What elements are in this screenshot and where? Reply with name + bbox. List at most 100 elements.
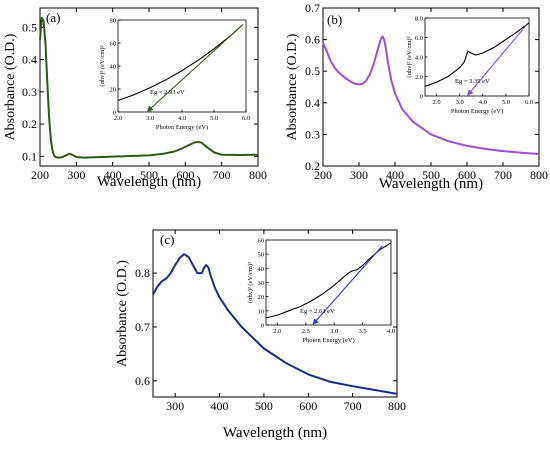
x-tick-label: 500 bbox=[422, 168, 440, 182]
inset-x-tick-label: 3.0 bbox=[456, 99, 464, 106]
inset-x-tick-label: 2.0 bbox=[114, 115, 122, 122]
x-axis-label: Wavelength (nm) bbox=[223, 425, 327, 441]
inset-y-axis-label: (αhν)² (eV/cm)² bbox=[99, 45, 106, 86]
x-tick-label: 700 bbox=[344, 399, 362, 413]
x-tick-label: 300 bbox=[350, 168, 368, 182]
inset-y-tick-label: 2.0 bbox=[415, 74, 423, 81]
x-tick-label: 800 bbox=[388, 399, 406, 413]
inset-x-axis-label: Photon Energy (eV) bbox=[156, 124, 208, 131]
x-tick-label: 800 bbox=[249, 168, 267, 182]
inset-linear-fit-arrow bbox=[467, 24, 528, 96]
chart-panel-b: 200 300 400 500 600 700 800 0.2 0.3 0.4 0.5 0.6 0.7 W… bbox=[285, 1, 548, 192]
x-tick-label: 700 bbox=[494, 168, 512, 182]
chart-panel-a: 200 300 400 500 600 700 8000.10.20.30.40.5Wave… bbox=[3, 7, 267, 190]
y-tick-label: 0.5 bbox=[305, 64, 320, 78]
inset-y-tick-label: 10 bbox=[258, 308, 265, 315]
inset-y-tick-label: 8.0 bbox=[415, 16, 423, 23]
bandgap-annotation: Eg = 2.63 eV bbox=[300, 308, 335, 315]
inset-y-tick-label: 80 bbox=[110, 18, 117, 25]
x-tick-label: 200 bbox=[314, 168, 332, 182]
inset-y-tick-label: 4.0 bbox=[415, 55, 423, 62]
y-tick-label: 0.4 bbox=[305, 96, 320, 110]
inset-y-tick-label: 20 bbox=[110, 87, 117, 94]
panel-label: (b) bbox=[327, 12, 342, 27]
inset-x-tick-label: 3.5 bbox=[359, 328, 367, 335]
y-tick-label: 0.6 bbox=[135, 374, 150, 388]
y-axis-label: Absorbance (O.D.) bbox=[285, 33, 300, 140]
series-line bbox=[322, 35, 540, 155]
y-tick-label: 0.3 bbox=[22, 85, 37, 99]
inset-y-tick-label: 30 bbox=[258, 280, 265, 287]
inset-x-tick-label: 4.0 bbox=[178, 115, 186, 122]
inset-x-tick-label: 2.0 bbox=[273, 328, 281, 335]
inset-linear-fit-arrow bbox=[312, 245, 383, 325]
y-tick-label: 0.5 bbox=[22, 20, 37, 34]
inset-x-tick-label: 6.0 bbox=[242, 115, 250, 122]
x-tick-label: 300 bbox=[166, 399, 184, 413]
inset-x-tick-label: 6.0 bbox=[525, 99, 533, 106]
inset-x-axis-label: Photon Energy (eV) bbox=[451, 108, 503, 115]
inset-y-tick-label: 60 bbox=[110, 41, 117, 48]
inset-x-tick-label: 4.0 bbox=[479, 99, 487, 106]
bandgap-annotation: Eg = 3.35 eV bbox=[455, 78, 490, 85]
series-line bbox=[39, 16, 259, 159]
panel-label: (a) bbox=[46, 10, 60, 25]
inset-x-tick-label: 4.0 bbox=[387, 328, 395, 335]
y-tick-label: 0.7 bbox=[305, 1, 320, 15]
inset-y-axis-label: (αhν)² (eV/cm)² bbox=[247, 262, 254, 303]
inset-frame bbox=[265, 239, 392, 326]
y-tick-label: 0.1 bbox=[22, 149, 37, 163]
x-axis-label: Wavelength (nm) bbox=[379, 176, 483, 192]
x-tick-label: 600 bbox=[299, 399, 317, 413]
plot-frame bbox=[152, 229, 398, 398]
inset-frame bbox=[424, 17, 530, 97]
inset-y-tick-label: 0 bbox=[420, 94, 423, 101]
x-tick-label: 400 bbox=[211, 399, 229, 413]
x-tick-label: 400 bbox=[386, 168, 404, 182]
inset-x-axis-label: Photon Energy (eV) bbox=[302, 337, 354, 344]
x-tick-label: 600 bbox=[458, 168, 476, 182]
y-tick-label: 0.3 bbox=[305, 127, 320, 141]
y-tick-label: 0.8 bbox=[135, 266, 150, 280]
inset-x-tick-label: 5.0 bbox=[210, 115, 218, 122]
y-tick-label: 0.4 bbox=[22, 53, 37, 67]
inset-x-tick-label: 2.0 bbox=[432, 99, 440, 106]
y-axis-label: Absorbance (O.D.) bbox=[3, 33, 18, 140]
bandgap-annotation: Eg = 2.93 eV bbox=[150, 89, 185, 96]
inset-y-tick-label: 0 bbox=[113, 110, 116, 117]
inset-linear-fit-arrow bbox=[147, 24, 244, 112]
x-tick-label: 800 bbox=[530, 168, 548, 182]
inset-x-tick-label: 3.0 bbox=[146, 115, 154, 122]
x-tick-label: 600 bbox=[176, 168, 194, 182]
y-tick-label: 0.2 bbox=[22, 117, 37, 131]
inset-y-tick-label: 20 bbox=[258, 294, 265, 301]
y-axis-label: Absorbance (O.D.) bbox=[115, 260, 130, 367]
x-axis-label: Wavelength (nm) bbox=[97, 174, 201, 190]
inset-tauc-curve bbox=[424, 22, 530, 87]
x-tick-label: 400 bbox=[104, 168, 122, 182]
series-line bbox=[152, 253, 398, 395]
inset-y-tick-label: 40 bbox=[110, 64, 117, 71]
x-tick-label: 500 bbox=[140, 168, 158, 182]
inset-frame bbox=[117, 19, 247, 113]
y-tick-label: 0.7 bbox=[135, 320, 150, 334]
panel-label: (c) bbox=[160, 232, 174, 247]
inset-x-tick-label: 2.5 bbox=[302, 328, 310, 335]
inset-tauc-curve bbox=[265, 242, 392, 319]
x-tick-label: 300 bbox=[67, 168, 85, 182]
inset-y-tick-label: 60 bbox=[258, 238, 265, 245]
x-tick-label: 500 bbox=[255, 399, 273, 413]
x-tick-label: 200 bbox=[31, 168, 49, 182]
inset-y-tick-label: 50 bbox=[258, 252, 265, 259]
x-tick-label: 700 bbox=[213, 168, 231, 182]
y-tick-label: 0.6 bbox=[305, 33, 320, 47]
inset-y-tick-label: 0 bbox=[261, 323, 264, 330]
y-tick-label: 0.2 bbox=[305, 159, 320, 173]
inset-y-axis-label: (αhν)² (eV/cm)² bbox=[406, 36, 413, 77]
inset-x-tick-label: 3.0 bbox=[330, 328, 338, 335]
inset-y-tick-label: 6.0 bbox=[415, 35, 423, 42]
inset-y-tick-label: 40 bbox=[258, 266, 265, 273]
inset-x-tick-label: 5.0 bbox=[502, 99, 510, 106]
